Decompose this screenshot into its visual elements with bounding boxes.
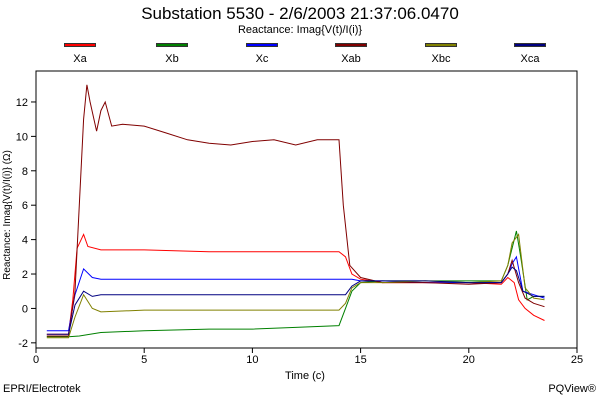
x-tick-label: 15	[354, 354, 366, 366]
legend-item-xa: Xa	[50, 40, 110, 65]
x-tick-label: 25	[571, 354, 583, 366]
legend-item-xca: Xca	[500, 40, 560, 65]
chart-subtitle: Reactance: Imag{V(t)/I(i)}	[237, 24, 363, 36]
legend-swatch-xca	[514, 43, 546, 47]
series-line-xc	[46, 255, 545, 332]
x-tick-label: 20	[463, 354, 475, 366]
y-tick-label: 0	[22, 303, 28, 315]
series-line-xbc	[46, 233, 545, 339]
x-tick-label: 5	[141, 354, 147, 366]
y-tick-label: 8	[22, 166, 28, 178]
y-axis-label: Reactance: Imag{V(t)/I(i)} (Ω)	[2, 150, 13, 280]
legend-swatch-xc	[246, 43, 278, 47]
legend-label-xb: Xb	[165, 53, 179, 65]
y-tick-label: 4	[22, 235, 28, 247]
y-tick-label: -2	[18, 338, 28, 350]
x-tick-label: 0	[33, 354, 39, 366]
legend-swatch-xb	[156, 43, 188, 47]
legend-item-xc: Xc	[232, 40, 292, 65]
legend-item-xab: Xab	[321, 40, 381, 65]
legend-swatch-xa	[64, 43, 96, 47]
y-tick-label: 12	[16, 97, 28, 109]
legend-item-xb: Xb	[142, 40, 202, 65]
legend-swatch-xab	[335, 43, 367, 47]
series-line-xa	[46, 233, 545, 335]
legend-label-xbc: Xbc	[431, 53, 451, 65]
legend-label-xab: Xab	[341, 53, 361, 65]
series-layer	[46, 84, 545, 339]
legend-label-xca: Xca	[520, 53, 540, 65]
chart-title: Substation 5530 - 2/6/2003 21:37:06.0470	[141, 4, 459, 23]
footer-left: EPRI/Electrotek	[3, 383, 81, 395]
y-tick-label: 2	[22, 269, 28, 281]
axes: 0 5 10 15 20 25 -2 0 2 4 6 8 10 12	[16, 70, 583, 366]
x-axis-label: Time (c)	[285, 370, 325, 382]
footer-right: PQView®	[548, 383, 596, 395]
x-tick-label: 10	[246, 354, 258, 366]
plot-frame	[35, 70, 578, 349]
legend-swatch-xbc	[425, 43, 457, 47]
y-tick-label: 10	[16, 131, 28, 143]
series-line-xca	[46, 266, 545, 335]
legend-item-xbc: Xbc	[411, 40, 471, 65]
legend-label-xc: Xc	[255, 53, 269, 65]
legend-label-xa: Xa	[73, 53, 87, 65]
series-line-xab	[46, 84, 545, 337]
y-tick-label: 6	[22, 200, 28, 212]
legend: Xa Xb Xc Xab Xbc Xca	[0, 40, 600, 70]
